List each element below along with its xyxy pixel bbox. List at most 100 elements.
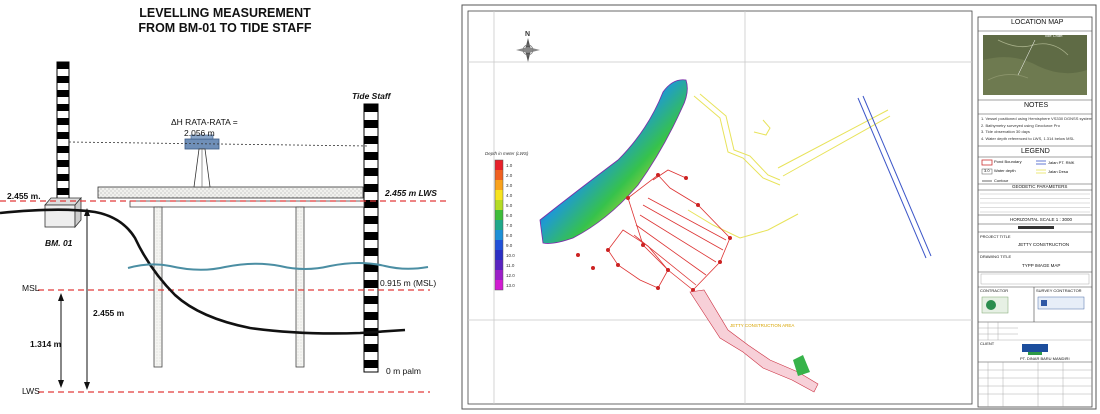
depth-color-swatch [495,160,503,170]
bathymetry-surface [539,79,688,244]
delta-h-value: 2.056 m [184,128,215,138]
project-title: JETTY CONSTRUCTION [1018,242,1070,247]
jetty-pile-2 [295,206,305,368]
diagram-title: LEVELLING MEASUREMENT FROM BM-01 TO TIDE… [95,6,355,36]
depth-tick-label: 8.0 [506,233,513,238]
title-block [977,16,1093,408]
notes-title: NOTES [1024,102,1049,109]
tide-staff-stripe [364,168,378,176]
depth-color-swatch [495,260,503,270]
bm-staff-stripe [57,90,69,97]
tide-staff-stripe [364,296,378,304]
depth-color-swatch [495,200,503,210]
legend-pond-boundary: Pond Boundary [994,159,1022,164]
tide-staff-pole [363,103,379,373]
jalan-rmk [857,95,932,259]
depth-legend: Depth in meter (LWS) 1.0 2.0 3.0 4.0 5.0 6.0 7… [485,151,529,291]
drawing-title-label: DRAWING TITLE [980,254,1012,259]
horizontal-scale: HORIZONTAL SCALE 1 : 3000 [1010,217,1073,222]
bm-to-lws-arrow [84,208,90,390]
location-map-title: LOCATION MAP [1011,19,1064,26]
bm-staff-stripe [57,132,69,139]
notes-list: 1. Vessel positioned using Hemisphere VS… [981,116,1093,142]
depth-color-swatch [495,270,503,280]
depth-tick-label: 4.0 [506,193,513,198]
bm-staff-stripe [57,62,69,69]
depth-color-swatch [495,210,503,220]
bm-to-lws-label: 2.455 m [93,308,125,318]
depth-color-swatch [495,280,503,290]
levelling-drawing [0,61,448,393]
drawing-title: TYPP IMAGE MAP [1022,263,1061,268]
note-item: 3. Tide observation 30 days [981,129,1030,134]
note-item: 2. Bathymetry surveyed using Geoduroe Pr… [981,122,1060,128]
title-line-1: LEVELLING MEASUREMENT [139,6,311,20]
tide-staff-stripe [364,200,378,208]
tide-chart-label: Tide Chart [1044,33,1063,38]
bm-staff-stripe [57,118,69,125]
tide-staff-stripe [364,104,378,112]
title-line-2: FROM BM-01 TO TIDE STAFF [138,21,312,35]
msl-label: MSL [22,283,40,293]
bm-staff-stripe [57,188,69,195]
depth-tick-label: 7.0 [506,223,513,228]
ground-profile [0,208,406,335]
zero-palm-label: 0 m palm [386,366,421,376]
tide-staff-stripe [364,136,378,144]
depth-color-swatch [495,170,503,180]
bm-staff-stripe [57,146,69,153]
depth-tick-label: 1.0 [506,163,513,168]
levelling-diagram: LEVELLING MEASUREMENT FROM BM-01 TO TIDE… [0,0,448,414]
legend-jalan-desa: Jalan Desa [1048,169,1069,174]
bm-staff-stripe [57,76,69,83]
legend-jalan-rmk: Jalan PT. RMK [1048,160,1075,165]
note-item: 4. Water depth referenced to LWS, 1.314 … [981,135,1075,141]
tide-staff-stripe [364,152,378,160]
bm-staff-stripe [57,160,69,167]
lws-label: LWS [22,386,40,396]
tide-staff-stripe [364,264,378,272]
contractor-label: CONTRACTOR [980,288,1009,293]
bm-height-label: 2.455 m. [7,191,41,201]
legend-water-depth: Water depth [994,168,1016,173]
tide-staff-stripe [364,280,378,288]
pond-markers [576,173,732,292]
tide-staff-stripe [364,232,378,240]
jetty-pile-1 [153,206,163,368]
geodetic-title: GEODETIC PARAMETERS [1012,184,1068,189]
tide-staff-stripe [364,120,378,128]
survey-contractor-label: SURVEY CONTRACTOR [1036,288,1082,293]
jetty-area-annotation: JETTY CONSTRUCTION AREA [730,323,794,328]
depth-tick-label: 12.0 [506,273,515,278]
depth-tick-label: 13.0 [506,283,515,288]
tide-staff-stripe [364,344,378,352]
depth-tick-label: 5.0 [506,203,513,208]
sight-line [68,141,369,147]
depth-tick-label: 3.0 [506,183,513,188]
depth-tick-label: 10.0 [506,253,515,258]
client-name: PT. DINAR BARU MANDIRI [1020,356,1070,361]
water-surface [127,262,429,271]
msl-value-label: 0.915 m (MSL) [380,278,437,288]
tide-staff-stripe [364,184,378,192]
client-label: CLIENT [980,341,995,346]
depth-color-swatch [495,180,503,190]
jetty-deck [97,186,364,199]
depth-tick-label: 2.0 [506,173,513,178]
depth-color-swatch [495,250,503,260]
note-item: 1. Vessel positioned using Hemisphere VS… [981,116,1093,121]
legend-title: LEGEND [1021,148,1050,155]
depth-tick-label: 9.0 [506,243,513,248]
bm-name-label: BM. 01 [45,238,73,248]
lws-height-label: 2.455 m LWS [385,188,437,198]
depth-color-swatch [495,190,503,200]
tide-staff-stripe [364,248,378,256]
depth-color-swatch [495,240,503,250]
tide-staff-stripe [364,360,378,368]
delta-h-label: ΔH RATA-RATA = [171,117,238,127]
project-title-label: PROJECT TITLE [980,234,1011,239]
depth-legend-title: Depth in meter (LWS) [485,151,529,156]
depth-color-swatch [495,220,503,230]
msl-to-lws-arrow [58,293,64,388]
legend-contour: Contour [994,178,1009,183]
